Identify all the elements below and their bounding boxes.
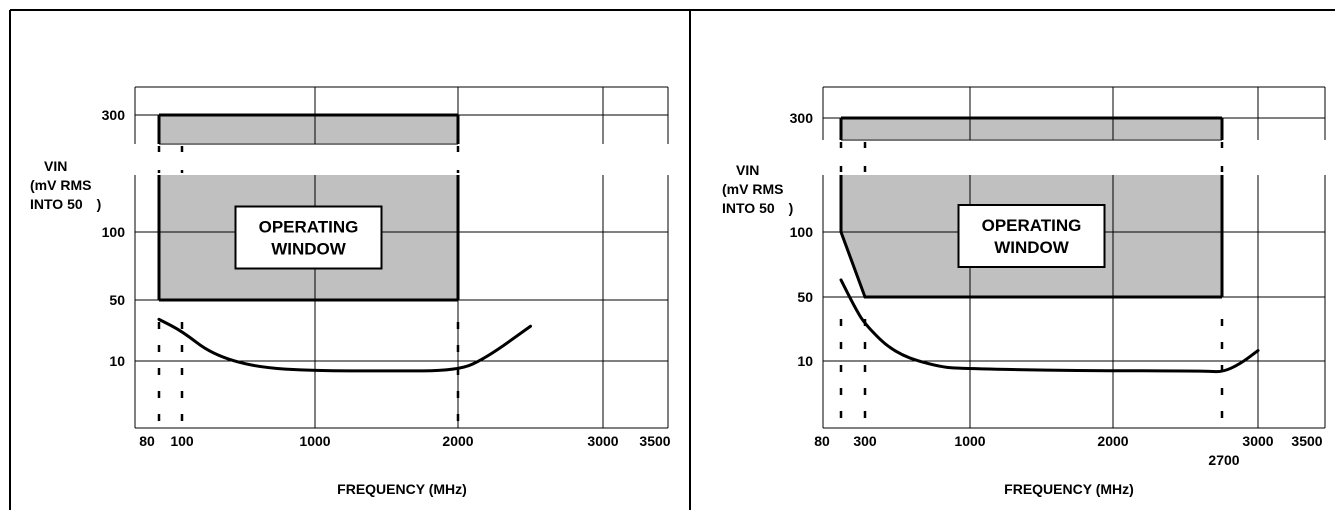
x-tick-label: 3000 — [1242, 433, 1273, 449]
x-tick-label: 80 — [814, 433, 830, 449]
y-tick-label: 300 — [102, 107, 126, 123]
y-tick-label: 100 — [102, 224, 126, 240]
y-tick-label: 10 — [109, 353, 125, 369]
operating-window-box — [234, 205, 383, 270]
y-tick-label: 50 — [797, 289, 813, 305]
axis-break-band — [743, 140, 1335, 175]
x-tick-label: 1000 — [299, 433, 330, 449]
y-axis-label-line: VIN — [44, 158, 67, 174]
figure-border — [9, 9, 1335, 510]
chart-panel-left: OPERATING WINDOW 300 100 50 10 80 100 1000 2000 30… — [30, 86, 678, 497]
x-tick-label: 3500 — [639, 433, 670, 449]
sensitivity-curve — [157, 317, 532, 373]
x-tick-label: 2000 — [442, 433, 473, 449]
x-tick-label: 80 — [139, 433, 155, 449]
x-tick-label: 2000 — [1097, 433, 1128, 449]
x-tick-label: 2700 — [1208, 452, 1239, 468]
x-tick-label: 3500 — [1291, 433, 1322, 449]
x-tick-label: 1000 — [954, 433, 985, 449]
operating-window-label-line: WINDOW — [994, 238, 1070, 257]
operating-window-label-line: OPERATING — [982, 216, 1082, 235]
window-bottom-edge — [839, 231, 1222, 299]
y-tick-label: 100 — [790, 224, 814, 240]
y-tick-label: 50 — [109, 292, 125, 308]
operating-window-label-line: WINDOW — [271, 240, 347, 259]
x-tick-label: 300 — [853, 433, 877, 449]
y-tick-label: 10 — [797, 353, 813, 369]
sensitivity-curve — [839, 278, 1260, 374]
x-tick-label: 3000 — [587, 433, 618, 449]
y-axis-label-line: (mV RMS — [30, 177, 91, 193]
y-axis-label-line: VIN — [736, 162, 759, 178]
chart-panel-right: OPERATING WINDOW 300 100 50 10 80 300 1000 2000 27… — [722, 86, 1335, 497]
y-axis-label-line: (mV RMS — [722, 181, 783, 197]
x-tick-label: 100 — [170, 433, 194, 449]
axis-break-band — [55, 144, 678, 175]
x-axis-label: FREQUENCY (MHz) — [1004, 481, 1134, 497]
y-axis-label-line: INTO 50 ) — [30, 196, 101, 212]
operating-window-box — [957, 204, 1106, 268]
y-axis-label-line: INTO 50 ) — [722, 200, 793, 216]
operating-window-label-line: OPERATING — [259, 218, 359, 237]
y-tick-label: 300 — [790, 110, 814, 126]
x-axis-label: FREQUENCY (MHz) — [337, 481, 467, 497]
